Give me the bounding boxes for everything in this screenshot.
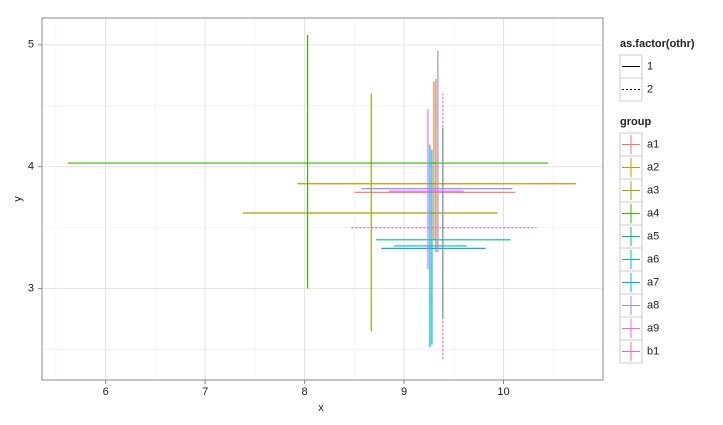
x-tick-label: 7 (202, 386, 208, 398)
x-axis-title: x (318, 402, 324, 414)
legend-label: a7 (647, 276, 659, 288)
legend-label: 1 (647, 60, 653, 72)
y-axis-title: y (12, 196, 24, 202)
legend-label: a6 (647, 253, 659, 265)
x-tick-label: 10 (497, 386, 509, 398)
legend-label: b1 (647, 345, 659, 357)
y-tick-label: 3 (28, 282, 34, 294)
legend-label: a5 (647, 230, 659, 242)
legend-title: as.factor(othr) (620, 38, 695, 50)
x-tick-label: 8 (302, 386, 308, 398)
legend-label: a9 (647, 322, 659, 334)
plot-background (42, 18, 603, 380)
legend-title: group (620, 116, 651, 128)
legend-label: 2 (647, 83, 653, 95)
y-tick-label: 4 (28, 161, 34, 173)
legend-label: a4 (647, 207, 659, 219)
x-tick-label: 9 (401, 386, 407, 398)
x-tick-label: 6 (103, 386, 109, 398)
legend-label: a2 (647, 161, 659, 173)
y-tick-label: 5 (28, 39, 34, 51)
legend-label: a1 (647, 138, 659, 150)
legend-label: a8 (647, 299, 659, 311)
legend-label: a3 (647, 184, 659, 196)
plot-border (41, 17, 604, 381)
